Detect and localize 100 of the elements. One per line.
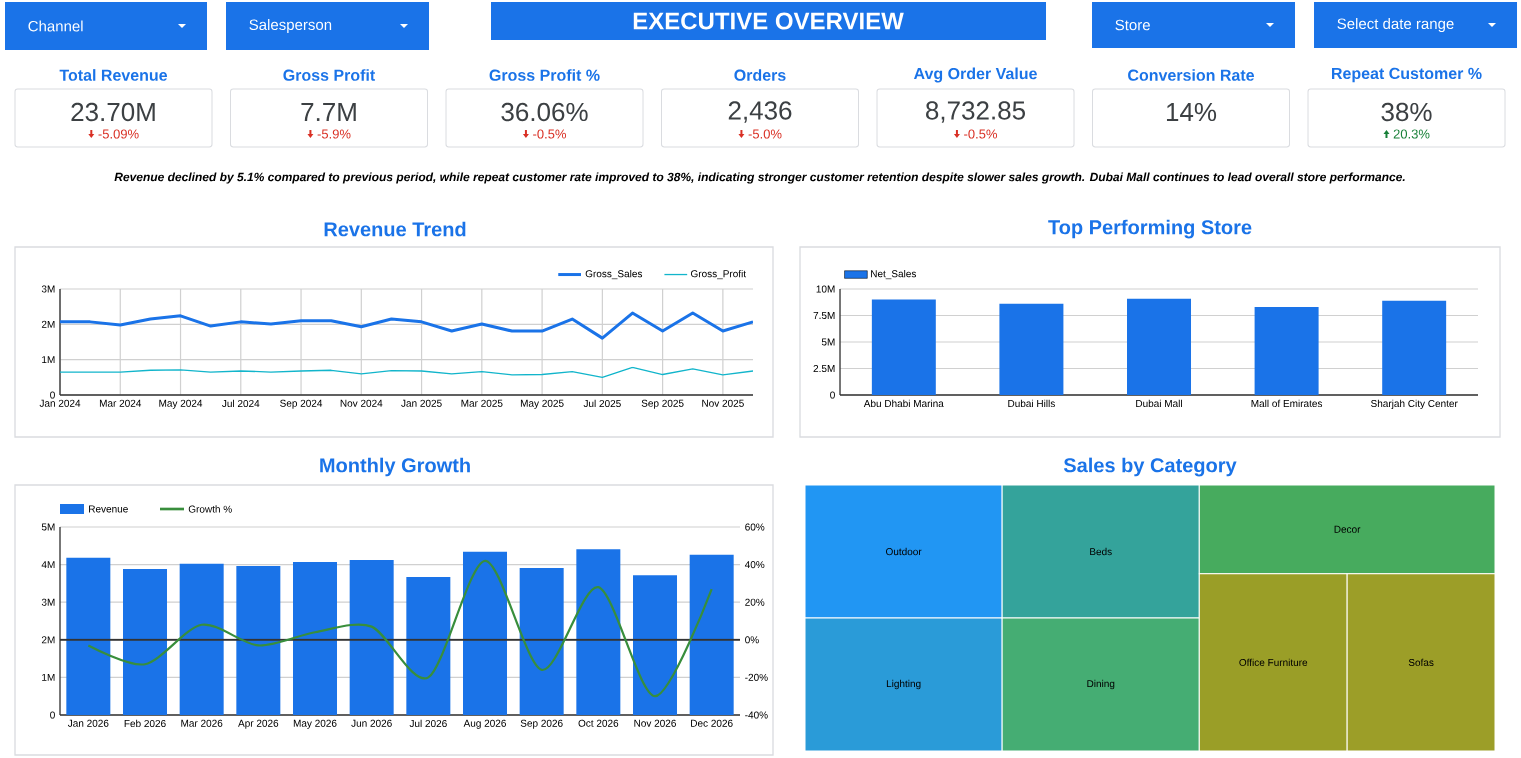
category-label: Beds <box>1090 547 1112 556</box>
bar <box>293 561 338 716</box>
x-tick-label: Dec 2026 <box>691 719 733 727</box>
x-tick-label: Sharjah City Center <box>1371 399 1458 410</box>
x-tick-label: Nov 2025 <box>702 399 744 407</box>
y2-tick-label: 0% <box>745 636 759 644</box>
text: 8,732.85 <box>926 101 1025 123</box>
bar <box>236 566 281 716</box>
category-label: Repeat Customer % <box>1332 67 1482 83</box>
line-series <box>60 311 754 340</box>
bar <box>519 567 564 716</box>
y-tick-label: 2M <box>41 636 55 644</box>
text: 38% <box>1381 102 1432 122</box>
x-tick-label: Mar 2025 <box>461 399 503 407</box>
bar <box>689 554 734 716</box>
y-tick-label: 4M <box>41 561 55 569</box>
y2-tick-label: -20% <box>745 673 768 681</box>
y-tick-label: 1M <box>42 673 55 681</box>
x-tick-label: Jul 2025 <box>583 399 621 408</box>
x-tick-label: Feb 2026 <box>124 719 166 728</box>
category-label: Office Furniture <box>1239 658 1308 667</box>
y2-tick-label: 40% <box>744 561 765 569</box>
x-tick-label: May 2025 <box>520 399 564 409</box>
x-tick-label: Jul 2024 <box>222 399 260 408</box>
x-tick-label: Oct 2026 <box>578 719 619 727</box>
category-label: Conversion Rate <box>1128 69 1255 81</box>
category-label: Decor <box>1334 525 1361 533</box>
bar <box>123 569 168 716</box>
y-tick-label: 0 <box>830 391 835 399</box>
text: Sales by Category <box>1063 457 1237 477</box>
y-tick-label: 10M <box>816 285 835 293</box>
text: 23.70M <box>71 102 155 122</box>
text: -0.5% <box>964 129 998 139</box>
category-label: Lighting <box>886 679 921 690</box>
y-tick-label: 5M <box>821 338 835 346</box>
legend-label: Net_Sales <box>871 269 917 280</box>
text: Store <box>1115 19 1150 31</box>
x-tick-label: Jan 2025 <box>401 399 442 407</box>
category-label: Gross Profit <box>283 69 376 81</box>
text: 2,436 <box>728 101 792 123</box>
y-tick-label: 1M <box>42 356 55 364</box>
y2-tick-label: 20% <box>745 598 765 606</box>
text: 36.06% <box>501 102 588 122</box>
category-label: Sofas <box>1408 658 1434 667</box>
y-tick-label: 5M <box>41 523 55 531</box>
x-tick-label: Dubai Hills <box>1008 399 1055 408</box>
x-tick-label: Nov 2024 <box>340 399 383 407</box>
category-label: Total Revenue <box>59 69 168 81</box>
y-tick-label: 3M <box>41 598 55 606</box>
y-tick-label: 0 <box>50 391 55 399</box>
text: Channel <box>28 20 83 32</box>
y-tick-label: 3M <box>41 285 55 293</box>
legend-label: Gross_Profit <box>691 269 746 280</box>
legend-label: Growth % <box>188 505 232 513</box>
x-tick-label: Mar 2024 <box>99 399 142 407</box>
text: 7.7M <box>301 103 356 121</box>
category-label: Dining <box>1087 679 1115 690</box>
line-series <box>87 559 713 698</box>
bar <box>633 575 678 716</box>
y-tick-label: 0 <box>50 711 55 719</box>
x-tick-label: Jun 2026 <box>351 719 392 727</box>
bar <box>66 557 111 716</box>
text: Revenue declined by 5.1% compared to previous period, while repeat customer rate improved to 38%, indicating stronger customer retention despite slower sales growth. Dubai Mall continues to lead overall store performance. <box>114 172 1405 184</box>
text: 20.3% <box>1393 129 1430 139</box>
bar <box>576 549 621 716</box>
x-tick-label: Mar 2026 <box>181 719 223 727</box>
text: Select date range <box>1337 18 1454 32</box>
text: -5.09% <box>98 129 139 139</box>
text: -0.5% <box>533 129 567 139</box>
bar <box>179 563 224 716</box>
category-label: Outdoor <box>886 547 922 556</box>
chart-title: Monthly Growth <box>320 457 470 477</box>
bar <box>349 560 394 716</box>
x-tick-label: Dubai Mall <box>1136 399 1182 408</box>
y2-tick-label: -40% <box>745 711 768 719</box>
y-tick-label: 2.5M <box>813 364 835 373</box>
text: 14% <box>1166 102 1217 122</box>
x-tick-label: Sep 2024 <box>280 399 323 409</box>
text: Salesperson <box>249 19 332 33</box>
text: EXECUTIVE OVERVIEW <box>633 12 904 30</box>
x-tick-label: May 2024 <box>159 399 203 409</box>
y2-tick-label: 60% <box>745 523 765 531</box>
x-tick-label: Abu Dhabi Marina <box>863 399 944 408</box>
chart-title: Top Performing Store <box>1048 219 1252 239</box>
bar <box>406 577 451 716</box>
x-tick-label: Jan 2026 <box>67 719 109 727</box>
category-label: Gross Profit % <box>489 69 600 81</box>
x-tick-label: May 2026 <box>293 719 337 729</box>
category-label: Avg Order Value <box>913 67 1037 83</box>
legend-label: Gross_Sales <box>585 269 643 280</box>
x-tick-label: Aug 2026 <box>463 719 506 729</box>
y-tick-label: 2M <box>41 320 55 328</box>
x-tick-label: Sep 2025 <box>641 399 684 409</box>
legend-label: Revenue <box>89 505 128 513</box>
category-label: Orders <box>734 69 786 81</box>
x-tick-label: Sep 2026 <box>520 719 563 729</box>
text: -5.9% <box>317 129 351 139</box>
bar <box>463 551 507 716</box>
x-tick-label: Jul 2026 <box>409 719 447 728</box>
chart-title: Revenue Trend <box>324 221 466 237</box>
